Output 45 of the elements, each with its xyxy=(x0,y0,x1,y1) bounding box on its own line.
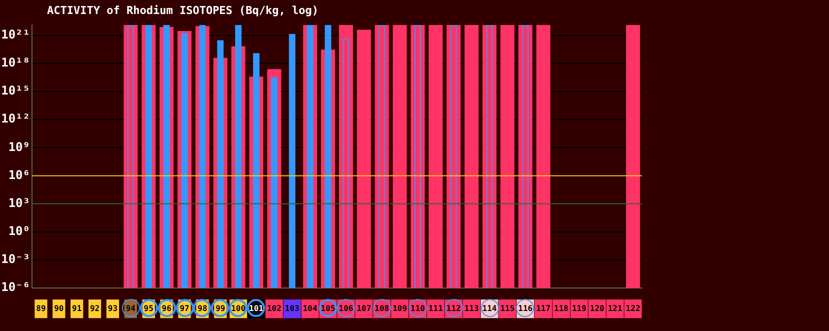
x-tick-label: 89 xyxy=(36,304,46,313)
y-tick-label: 10²¹ xyxy=(1,28,30,42)
x-tick-label: 106 xyxy=(338,304,354,313)
x-tick-label: 112 xyxy=(446,304,462,313)
x-tick-label: 102 xyxy=(266,304,282,313)
x-tick-label: 122 xyxy=(626,304,640,313)
x-tick-label: 95 xyxy=(144,304,154,313)
x-tick-label: 105 xyxy=(320,304,336,313)
x-tick-label: 118 xyxy=(554,304,569,313)
y-tick-label: 10⁶ xyxy=(8,168,30,182)
x-tick-label: 91 xyxy=(72,304,82,313)
y-tick-label: 10¹⁸ xyxy=(1,56,30,70)
x-tick-label: 119 xyxy=(572,304,587,313)
x-tick-label: 96 xyxy=(162,304,172,313)
x-tick-label: 117 xyxy=(536,304,551,313)
x-tick-label: 107 xyxy=(356,304,372,313)
x-tick-label: 111 xyxy=(428,304,444,313)
x-tick-label: 109 xyxy=(392,304,408,313)
x-tick-label: 92 xyxy=(90,304,100,313)
chart-title: ACTIVITY of Rhodium ISOTOPES (Bq/kg, log) xyxy=(47,4,319,17)
x-tick-label: 108 xyxy=(374,304,390,313)
y-tick-label: 10¹² xyxy=(1,112,30,126)
x-tick-label: 116 xyxy=(518,304,533,313)
y-tick-label: 10⁹ xyxy=(8,140,30,154)
x-tick-label: 114 xyxy=(482,304,497,313)
y-tick-label: 10⁰ xyxy=(8,224,30,238)
x-tick-label: 121 xyxy=(608,304,622,313)
y-tick-label: 10¹⁵ xyxy=(1,84,30,98)
x-tick-label: 101 xyxy=(249,304,264,313)
x-tick-label: 120 xyxy=(590,304,605,313)
y-tick-label: 10⁻³ xyxy=(1,252,30,266)
x-tick-label: 110 xyxy=(410,304,426,313)
x-tick-label: 90 xyxy=(54,304,64,313)
y-tick-label: 10³ xyxy=(8,196,30,210)
x-tick-label: 115 xyxy=(500,304,515,313)
x-tick-label: 99 xyxy=(216,304,226,313)
x-tick-label: 98 xyxy=(198,304,208,313)
x-tick-label: 94 xyxy=(126,304,136,313)
x-tick-label: 93 xyxy=(108,304,118,313)
x-tick-label: 103 xyxy=(284,304,300,313)
x-tick-label: 113 xyxy=(464,304,479,313)
x-tick-label: 97 xyxy=(180,304,190,313)
y-tick-label: 10⁻⁶ xyxy=(1,280,30,294)
x-tick-label: 104 xyxy=(302,304,318,313)
x-tick-label: 100 xyxy=(231,304,246,313)
